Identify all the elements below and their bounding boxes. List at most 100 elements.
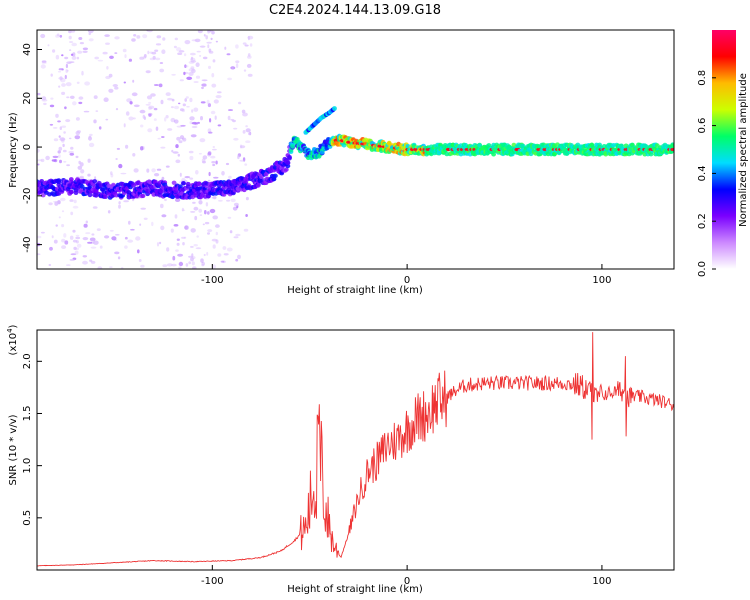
spectrogram-noise-mark — [66, 61, 72, 64]
spectrogram-noise-mark — [117, 256, 121, 260]
spectrogram-noise-mark — [207, 30, 210, 34]
spectrogram-noise-mark — [125, 144, 129, 149]
spectrogram-noise-mark — [118, 201, 121, 205]
spectrogram-ridge-mark — [68, 177, 74, 182]
spectrogram-noise-mark — [154, 49, 159, 52]
spectrogram-noise-mark — [55, 34, 60, 38]
spectrogram-noise-mark — [140, 207, 146, 210]
spectrogram-noise-mark — [37, 148, 40, 153]
spectrogram-noise-mark — [188, 261, 192, 265]
spectrogram-noise-mark — [237, 254, 241, 260]
spectrogram-y-tick-label: -40 — [22, 236, 33, 252]
spectrogram-noise-mark — [150, 93, 156, 97]
spectrogram-noise-mark — [93, 240, 99, 245]
spectrogram-noise-mark — [209, 118, 212, 123]
spectrogram-noise-mark — [212, 264, 217, 269]
spectrogram-noise-mark — [84, 81, 90, 86]
spectrogram-noise-mark — [153, 107, 158, 111]
spectrogram-noise-mark — [217, 124, 222, 127]
spectrogram-noise-mark — [226, 199, 231, 202]
spectrogram-noise-mark — [177, 153, 180, 157]
spectrogram-noise-mark — [213, 176, 219, 179]
spectrogram-noise-mark — [122, 48, 127, 53]
spectrogram-noise-mark — [75, 234, 80, 237]
spectrogram-x-tick-label: -100 — [201, 275, 224, 286]
spectrogram-noise-mark — [198, 152, 202, 155]
spectrogram-ridge-mark — [140, 193, 146, 199]
spectrogram-ridge-mark — [171, 180, 177, 185]
spectrogram-noise-mark — [225, 162, 230, 166]
spectrogram-noise-mark — [75, 236, 81, 240]
spectrogram-noise-mark — [116, 147, 120, 150]
spectrogram-noise-mark — [143, 217, 148, 220]
spectrogram-noise-mark — [81, 70, 84, 76]
spectrogram-noise-mark — [69, 152, 75, 156]
spectrogram-noise-mark — [186, 76, 193, 81]
spectrogram-noise-mark — [59, 34, 63, 38]
spectrogram-noise-mark — [58, 68, 64, 71]
spectrogram-noise-mark — [61, 224, 65, 228]
spectrogram-noise-mark — [68, 137, 72, 140]
spectrogram-noise-mark — [189, 155, 194, 161]
spectrogram-noise-mark — [61, 138, 65, 143]
spectrogram-noise-mark — [85, 232, 91, 235]
spectrogram-noise-mark — [202, 223, 205, 226]
spectrogram-noise-mark — [176, 47, 182, 52]
spectrogram-noise-mark — [82, 260, 88, 265]
spectrogram-noise-mark — [182, 242, 185, 246]
spectrogram-noise-mark — [88, 142, 95, 148]
spectrogram-noise-mark — [115, 158, 118, 160]
snr-x-tick-label: -100 — [201, 576, 224, 587]
spectrogram-ridge-mark — [670, 143, 674, 148]
spectrogram-ridge-mark — [56, 179, 62, 185]
colorbar-tick-label: 0.2 — [697, 213, 708, 229]
spectrogram-noise-mark — [62, 149, 67, 153]
spectrogram-noise-mark — [149, 51, 153, 54]
spectrogram-ridge-mark — [491, 152, 496, 157]
spectrogram-noise-mark — [88, 32, 91, 36]
spectrogram-noise-mark — [247, 53, 251, 57]
colorbar: 0.0 0.2 0.4 0.6 0.8 Normalized spectral ampl… — [697, 30, 749, 277]
spectrogram-noise-mark — [193, 206, 199, 211]
spectrogram-noise-mark — [60, 197, 66, 202]
spectrogram-ridge-mark — [283, 167, 289, 172]
spectrogram-noise-mark — [123, 200, 129, 203]
spectrogram-noise-mark — [125, 111, 130, 116]
spectrogram-noise-mark — [200, 258, 204, 263]
spectrogram-y-tick-label: 0 — [22, 144, 33, 150]
spectrogram-y-tick-label: 40 — [22, 43, 33, 56]
spectrogram-noise-mark — [186, 105, 190, 108]
spectrogram-noise-mark — [107, 210, 111, 214]
spectrogram-noise-mark — [232, 206, 238, 211]
spectrogram-noise-mark — [48, 202, 53, 206]
spectrogram-noise-mark — [208, 171, 211, 177]
spectrogram-noise-mark — [114, 52, 118, 54]
spectrogram-noise-mark — [105, 118, 109, 121]
spectrogram-noise-mark — [37, 92, 41, 96]
spectrogram-noise-mark — [191, 261, 195, 266]
spectrogram-noise-mark — [243, 69, 247, 72]
spectrogram-noise-mark — [133, 168, 139, 173]
spectrogram-noise-mark — [57, 120, 61, 123]
spectrogram-noise-mark — [161, 214, 167, 218]
spectrogram-noise-mark — [89, 237, 96, 242]
spectrogram-noise-mark — [203, 34, 206, 37]
spectrogram-noise-mark — [47, 44, 50, 47]
spectrogram-noise-mark — [201, 261, 205, 266]
spectrogram-noise-mark — [227, 216, 232, 219]
spectrogram-noise-mark — [193, 81, 199, 83]
spectrogram-noise-mark — [69, 41, 74, 43]
spectrogram-noise-mark — [210, 37, 213, 41]
spectrogram-noise-mark — [43, 102, 47, 106]
spectrogram-noise-mark — [105, 75, 111, 80]
spectrogram-noise-mark — [52, 127, 58, 129]
spectrogram-noise-mark — [161, 176, 165, 181]
spectrogram-noise-mark — [175, 144, 179, 149]
spectrogram-noise-mark — [190, 56, 194, 61]
spectrogram-noise-mark — [64, 106, 67, 110]
spectrogram-noise-mark — [130, 228, 135, 231]
spectrogram-noise-mark — [55, 113, 59, 118]
spectrogram-noise-mark — [75, 117, 80, 121]
spectrogram-noise-mark — [37, 235, 42, 239]
spectrogram-noise-mark — [61, 245, 67, 250]
